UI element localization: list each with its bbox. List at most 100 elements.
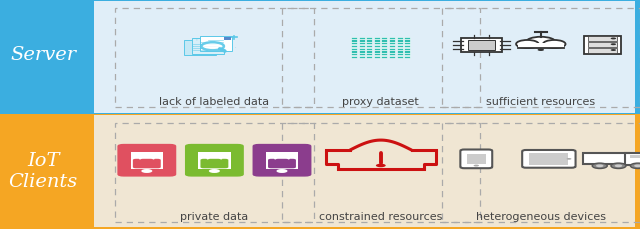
Circle shape	[235, 48, 236, 49]
Bar	[366, 57, 372, 59]
FancyBboxPatch shape	[133, 159, 161, 169]
Bar	[381, 46, 387, 48]
Bar	[442, 9, 640, 108]
Circle shape	[611, 44, 616, 46]
Bar	[374, 38, 380, 40]
Bar	[397, 57, 403, 59]
Bar	[397, 54, 403, 56]
Text: Server: Server	[10, 46, 76, 64]
Circle shape	[209, 169, 220, 173]
Bar	[389, 46, 395, 48]
Circle shape	[611, 38, 616, 40]
FancyBboxPatch shape	[200, 159, 228, 169]
Text: heterogeneous devices: heterogeneous devices	[476, 211, 606, 221]
Bar	[404, 43, 410, 45]
Text: lack of labeled data: lack of labeled data	[159, 96, 269, 106]
Bar	[374, 43, 380, 45]
Circle shape	[474, 165, 479, 167]
Bar	[115, 9, 314, 108]
Bar	[397, 46, 403, 48]
Circle shape	[630, 163, 640, 169]
Bar	[115, 124, 314, 222]
Bar	[404, 48, 410, 51]
Bar	[518, 43, 564, 49]
Text: sufficient resources: sufficient resources	[486, 96, 595, 106]
Circle shape	[538, 49, 544, 52]
Bar	[351, 51, 357, 53]
Bar	[374, 46, 380, 48]
Bar	[404, 51, 410, 53]
FancyBboxPatch shape	[584, 37, 621, 55]
Bar	[588, 37, 618, 42]
Bar	[374, 57, 380, 59]
Bar	[389, 38, 395, 40]
Circle shape	[276, 169, 287, 173]
FancyBboxPatch shape	[192, 39, 224, 55]
Text: proxy dataset: proxy dataset	[342, 96, 419, 106]
Text: constrained resources: constrained resources	[319, 211, 442, 221]
Circle shape	[516, 41, 539, 49]
Bar	[94, 116, 635, 227]
Circle shape	[566, 158, 572, 160]
Bar	[374, 51, 380, 53]
Bar	[351, 38, 357, 40]
Bar	[374, 48, 380, 51]
Bar	[351, 43, 357, 45]
Bar	[588, 48, 618, 53]
Bar	[358, 43, 365, 45]
Bar	[529, 153, 568, 165]
Bar	[381, 48, 387, 51]
FancyBboxPatch shape	[266, 153, 298, 169]
FancyBboxPatch shape	[522, 150, 575, 168]
Bar	[0, 0, 640, 114]
Bar	[358, 46, 365, 48]
FancyBboxPatch shape	[200, 37, 232, 52]
Bar	[404, 38, 410, 40]
Bar	[442, 124, 640, 222]
Bar	[94, 2, 635, 113]
Bar	[389, 40, 395, 42]
Bar	[366, 46, 372, 48]
Bar	[366, 51, 372, 53]
FancyBboxPatch shape	[583, 154, 628, 165]
FancyBboxPatch shape	[185, 144, 244, 177]
Bar	[389, 43, 395, 45]
Bar	[374, 54, 380, 56]
Circle shape	[634, 165, 640, 167]
Bar	[366, 48, 372, 51]
Text: IoT
Clients: IoT Clients	[8, 151, 78, 190]
Bar	[397, 48, 403, 51]
Bar	[351, 54, 357, 56]
FancyBboxPatch shape	[460, 150, 492, 169]
Circle shape	[592, 163, 607, 169]
Bar	[381, 40, 387, 42]
FancyBboxPatch shape	[131, 153, 163, 169]
Text: private data: private data	[180, 211, 248, 221]
Bar	[282, 9, 480, 108]
Bar	[404, 40, 410, 42]
Circle shape	[141, 169, 152, 173]
FancyBboxPatch shape	[184, 41, 216, 56]
Circle shape	[202, 43, 224, 51]
Bar	[374, 40, 380, 42]
Bar	[404, 57, 410, 59]
Bar	[381, 54, 387, 56]
Bar	[358, 38, 365, 40]
FancyBboxPatch shape	[625, 153, 640, 165]
Bar	[404, 54, 410, 56]
Bar	[351, 48, 357, 51]
Bar	[397, 51, 403, 53]
FancyBboxPatch shape	[198, 153, 230, 169]
FancyBboxPatch shape	[268, 159, 296, 169]
Bar	[351, 46, 357, 48]
Bar	[397, 38, 403, 40]
Bar	[381, 51, 387, 53]
Bar	[351, 40, 357, 42]
Bar	[630, 155, 640, 159]
Bar	[467, 154, 486, 165]
Circle shape	[596, 165, 604, 167]
Bar	[366, 43, 372, 45]
Circle shape	[611, 50, 616, 52]
Bar	[358, 54, 365, 56]
Bar	[366, 54, 372, 56]
